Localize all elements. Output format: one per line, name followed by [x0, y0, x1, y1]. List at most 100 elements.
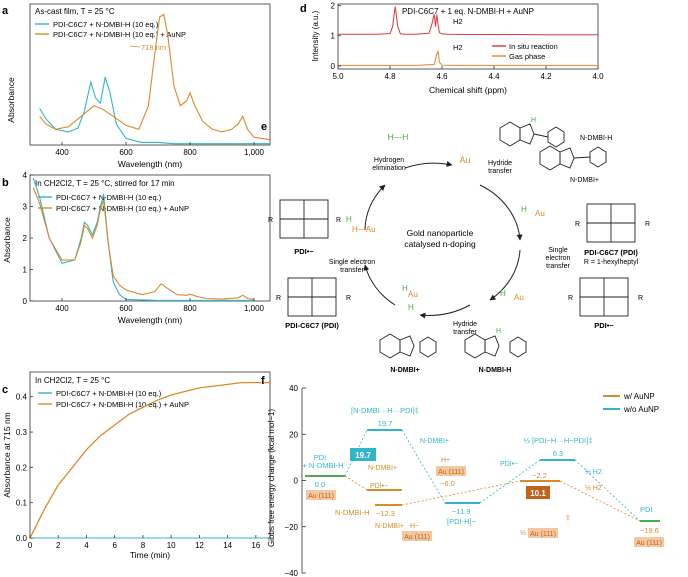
label-single-et-right-2: electron	[546, 255, 571, 262]
cycle-arrow-3	[419, 304, 471, 319]
cycle-arrow-5	[364, 184, 386, 231]
f-v0: 0.0	[315, 480, 325, 489]
panel-a-legend-1: PDI-C6C7 + N-DMBI-H (10 eq.)	[53, 20, 159, 29]
pdi-right-structure	[586, 203, 636, 243]
f-v197: 19.7	[378, 419, 393, 428]
f-vm123: −12.3	[376, 509, 395, 518]
label-hydrogen-elim-2: elimination	[372, 165, 406, 172]
f-y-tick-label: 0	[294, 477, 299, 486]
f-au111-a: Au (111)	[438, 469, 464, 476]
y-tick-label: 0	[23, 297, 28, 306]
panel-a-peak-label: 718 nm	[141, 43, 166, 52]
f-vm60: −6.0	[440, 479, 455, 488]
x-tick-label: 600	[119, 148, 133, 157]
panel-d-letter: d	[300, 3, 307, 15]
f-dagger: ‡	[566, 515, 570, 522]
panel-d-series-1	[338, 6, 598, 36]
panel-f-letter: f	[261, 375, 265, 387]
f-ndmbih: N-DMBI-H	[335, 508, 370, 517]
f-y-tick-label: 40	[289, 384, 298, 393]
panel-a-legend-2: PDI-C6C7 + N-DMBI-H (10 eq.) + AuNP	[53, 30, 186, 39]
f-ts2: ½ [PDI−H···H−PDI]‡	[524, 436, 593, 445]
f-y-tick-label: −20	[284, 523, 298, 532]
panel-d-h2-label-1: H2	[453, 17, 463, 26]
ndmbi-h-bottom-h: H	[496, 328, 501, 335]
panel-f-legend-1: w/ AuNP	[623, 392, 655, 401]
ndmbi-h-top-structure	[499, 121, 565, 148]
f-pdi-minus2: PDI•−	[500, 461, 518, 468]
hauh-left-h1: H	[402, 284, 408, 293]
pdi-right-label: PDI-C6C7 (PDI)	[584, 248, 638, 257]
x-tick-label: 600	[119, 304, 133, 313]
panel-d-legend-1: In situ reaction	[509, 42, 558, 51]
f-barrier1: 19.7	[355, 451, 371, 460]
f-pdi-start: PDI	[314, 453, 327, 462]
f-h-minus: H−	[410, 523, 419, 530]
x-tick-label: 4	[84, 541, 89, 550]
panel-b-series-2	[32, 187, 255, 300]
panel-b-legend-title: In CH2Cl2, T = 25 °C, stirred for 17 min	[35, 179, 175, 188]
panel-b-series-1	[32, 178, 254, 301]
panel-a-series-1	[39, 76, 270, 145]
panel-d-yticks: 0 1 2	[331, 2, 341, 71]
panel-a-legend-title: As-cast film, T = 25 °C	[35, 7, 115, 16]
pdi-right-r-left: R	[575, 221, 580, 228]
ndmbi-top-h: H	[531, 117, 536, 124]
x-tick-label: 800	[183, 304, 197, 313]
x-tick-label: 2	[56, 541, 61, 550]
f-au111-d: Au (111)	[636, 540, 662, 547]
x-tick-label: 14	[223, 541, 232, 550]
f-pdih: [PDI-H]−	[447, 517, 477, 526]
panel-a-xticks: 400 600 800 1,000	[55, 142, 265, 157]
pdi-minus-right-r-left: R	[568, 295, 573, 302]
f-ndmbi-start: + N-DMBI-H	[302, 461, 343, 470]
ndmbi-plus-top-label: N-DMBI+	[570, 177, 599, 184]
panel-a: a As-cast film, T = 25 °C PDI-C6C7 + N-D…	[2, 3, 271, 169]
panel-a-letter: a	[2, 5, 9, 17]
panel-b-xticks: 400 600 800 1,000	[55, 298, 265, 313]
x-tick-label: 0	[28, 541, 33, 550]
panel-c-legend-2: PDI-C6C7 + N-DMBI-H (10 eq.) + AuNP	[56, 400, 189, 409]
ndmbi-plus-bottom-label: N-DMBI+	[390, 367, 419, 374]
y-tick-label: 3	[23, 203, 28, 212]
f-au111-b: Au (111)	[404, 534, 430, 541]
f-pdi-rad: PDI•−	[370, 483, 388, 490]
x-tick-label: 12	[195, 541, 204, 550]
ndmbi-h-bottom-label: N-DMBI-H	[479, 367, 512, 374]
f-au111-start-bg	[306, 490, 336, 500]
pdi-minus-right-r-right: R	[638, 295, 643, 302]
cycle-arrow-6	[404, 160, 453, 169]
cycle-arrow-2	[489, 249, 521, 301]
path-w-aunp-connectors	[344, 475, 641, 522]
r-definition: R = 1-hexylheptyl	[584, 259, 639, 266]
x-tick-label: 8	[141, 541, 146, 550]
h2-molecule: H—H	[388, 132, 409, 142]
x-tick-label: 16	[251, 541, 260, 550]
panel-c-legend-title: In CH2Cl2, T = 25 °C	[35, 376, 110, 385]
f-half-h2-a: ½ H2	[585, 468, 602, 476]
panel-c: c In CH2Cl2, T = 25 °C PDI-C6C7 + N-DMBI…	[2, 371, 271, 560]
panel-b-legend-1: PDI-C6C7 + N-DMBI-H (10 eq.)	[56, 193, 162, 202]
f-pdi-end: PDI	[640, 505, 653, 514]
f-barrier2-box	[526, 486, 550, 499]
panel-b: b In CH2Cl2, T = 25 °C, stirred for 17 m…	[2, 171, 271, 325]
panel-c-xticks: 0 2 4 6 8 10 12 14 16	[28, 535, 261, 550]
panel-d: d PDI-C6C7 + 1 eq. N-DMBI-H + AuNP H2 H2…	[300, 2, 604, 95]
x-tick-label: 4.4	[488, 72, 500, 81]
panel-e: e Gold nanoparticle catalysed n-doping H…	[261, 117, 650, 374]
panel-d-xticks: 5.0 4.8 4.6 4.4 4.2 4.0	[332, 66, 604, 81]
panel-a-series-2	[39, 13, 271, 141]
y-tick-label: 2	[23, 234, 28, 243]
panel-d-frame	[337, 3, 599, 70]
y-tick-label: 0.0	[16, 534, 28, 543]
label-single-et-right-1: Single	[548, 247, 568, 254]
f-barrier1-box	[350, 448, 376, 461]
f-h-plus: H+	[441, 457, 450, 464]
x-tick-label: 4.2	[540, 72, 552, 81]
pdi-minus-left-r-right: R	[336, 217, 341, 224]
ndmbi-plus-top-structure	[539, 145, 607, 171]
y-tick-label: 0.2	[16, 463, 28, 472]
pdi-minus-left-r-left: R	[268, 217, 273, 224]
label-hydride-transfer-top-1: Hydride	[488, 160, 512, 167]
f-ndmbi-plus-b: N-DMBI+	[368, 465, 397, 472]
